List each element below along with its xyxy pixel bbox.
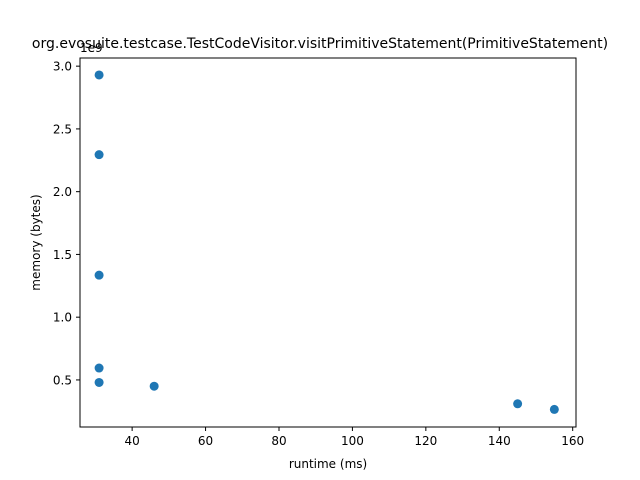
scatter-point [94, 150, 104, 160]
x-tick-label: 60 [198, 434, 213, 448]
scatter-point [94, 70, 104, 80]
scatter-point [513, 399, 523, 409]
y-tick-label: 1.0 [53, 311, 72, 325]
scatter-point [149, 381, 159, 391]
y-offset-label: 1e9 [80, 41, 103, 55]
x-tick-label: 120 [414, 434, 437, 448]
plot-frame [79, 57, 577, 428]
x-axis-label: runtime (ms) [289, 457, 367, 471]
y-tick-label: 3.0 [53, 60, 72, 74]
x-tick-label: 100 [341, 434, 364, 448]
x-tick-label: 80 [271, 434, 286, 448]
x-tick-label: 140 [488, 434, 511, 448]
y-axis-ticks: 0.5 1.0 1.5 2.0 2.5 3.0 [53, 60, 80, 387]
x-axis-ticks: 40 60 80 100 120 140 160 [124, 427, 584, 448]
y-axis-label: memory (bytes) [29, 194, 43, 290]
y-tick-label: 2.0 [53, 185, 72, 199]
chart-title: org.evosuite.testcase.TestCodeVisitor.vi… [32, 36, 608, 52]
scatter-points [94, 70, 559, 414]
scatter-point [94, 270, 104, 280]
y-tick-label: 0.5 [53, 373, 72, 387]
x-tick-label: 160 [561, 434, 584, 448]
y-tick-label: 2.5 [53, 122, 72, 136]
scatter-point [94, 363, 104, 373]
scatter-point [94, 377, 104, 387]
x-tick-label: 40 [124, 434, 139, 448]
scatter-point [549, 404, 559, 414]
y-tick-label: 1.5 [53, 248, 72, 262]
